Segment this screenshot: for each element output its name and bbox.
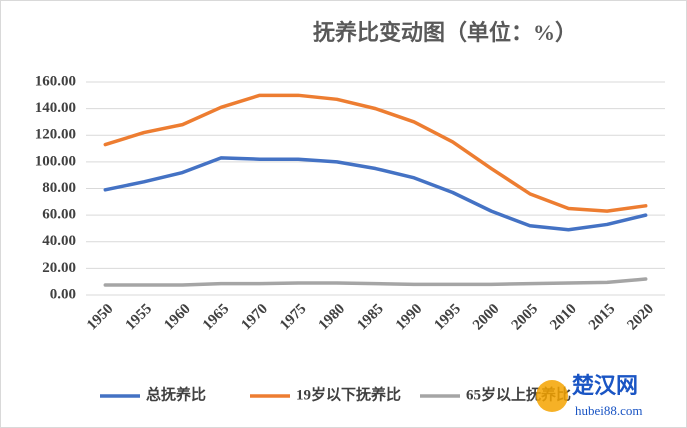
line-series [103,156,648,232]
y-tick-label: 40.00 [42,233,76,249]
watermark-url: hubei88.com [575,403,643,418]
y-tick-label: 60.00 [42,207,76,223]
legend-label: 19岁以下抚养比 [296,385,401,403]
watermark-logo [536,380,568,412]
legend-label: 总抚养比 [146,385,206,403]
watermark-name: 楚汉网 [572,373,638,398]
y-tick-label: 80.00 [42,180,76,196]
y-tick-label: 120.00 [35,127,76,143]
y-tick-label: 0.00 [50,286,76,302]
line-series [103,93,648,213]
y-tick-label: 100.00 [35,153,76,169]
chart-title: 抚养比变动图（单位：%） [313,20,577,45]
y-tick-label: 140.00 [35,100,76,116]
line-series [103,277,648,287]
y-tick-label: 160.00 [35,73,76,89]
y-tick-label: 20.00 [42,260,76,276]
watermark: 楚汉网 hubei88.com [536,373,643,418]
